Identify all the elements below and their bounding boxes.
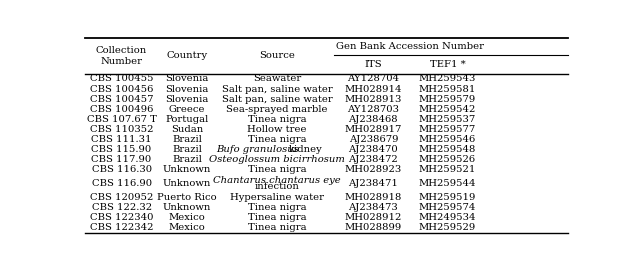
Text: Tinea nigra: Tinea nigra	[248, 223, 306, 232]
Text: CBS 111.31: CBS 111.31	[91, 135, 152, 144]
Text: CBS 115.90: CBS 115.90	[92, 145, 152, 154]
Text: Tinea nigra: Tinea nigra	[248, 165, 306, 174]
Text: kidney: kidney	[289, 145, 322, 154]
Text: AY128703: AY128703	[347, 105, 399, 114]
Text: MH259519: MH259519	[419, 193, 476, 202]
Text: Tinea nigra: Tinea nigra	[248, 203, 306, 212]
Text: Hypersaline water: Hypersaline water	[230, 193, 324, 202]
Text: AJ238471: AJ238471	[348, 179, 398, 188]
Text: MH028918: MH028918	[345, 193, 402, 202]
Text: Unknown: Unknown	[163, 203, 211, 212]
Text: MH259529: MH259529	[419, 223, 476, 232]
Text: MH259526: MH259526	[419, 155, 476, 164]
Text: CBS 122340: CBS 122340	[90, 213, 154, 222]
Text: Salt pan, saline water: Salt pan, saline water	[222, 85, 333, 94]
Text: Unknown: Unknown	[163, 165, 211, 174]
Text: ITS: ITS	[364, 60, 382, 69]
Text: AJ238470: AJ238470	[348, 145, 398, 154]
Text: Source: Source	[259, 52, 295, 60]
Text: MH259548: MH259548	[419, 145, 476, 154]
Text: MH259543: MH259543	[419, 74, 476, 84]
Text: CBS 100455: CBS 100455	[90, 74, 154, 84]
Text: Seawater: Seawater	[253, 74, 301, 84]
Text: CBS 122342: CBS 122342	[90, 223, 154, 232]
Text: CBS 122.32: CBS 122.32	[92, 203, 152, 212]
Text: CBS 110352: CBS 110352	[90, 125, 154, 134]
Text: infection: infection	[255, 182, 299, 191]
Text: Slovenia: Slovenia	[166, 74, 209, 84]
Text: Tinea nigra: Tinea nigra	[248, 115, 306, 124]
Text: MH259579: MH259579	[419, 95, 476, 104]
Text: Country: Country	[167, 52, 208, 60]
Text: Portugal: Portugal	[166, 115, 209, 124]
Text: MH259546: MH259546	[419, 135, 476, 144]
Text: Brazil: Brazil	[173, 145, 202, 154]
Text: CBS 116.90: CBS 116.90	[92, 179, 152, 188]
Text: CBS 100496: CBS 100496	[90, 105, 154, 114]
Text: AJ238473: AJ238473	[348, 203, 398, 212]
Text: AJ238472: AJ238472	[348, 155, 398, 164]
Text: MH028899: MH028899	[345, 223, 402, 232]
Text: MH259577: MH259577	[419, 125, 476, 134]
Text: CBS 117.90: CBS 117.90	[92, 155, 152, 164]
Text: MH028917: MH028917	[345, 125, 402, 134]
Text: MH028913: MH028913	[345, 95, 402, 104]
Text: Chantarus chantarus eye: Chantarus chantarus eye	[213, 176, 341, 185]
Text: CBS 107.67 T: CBS 107.67 T	[87, 115, 157, 124]
Text: CBS 100457: CBS 100457	[90, 95, 154, 104]
Text: Tinea nigra: Tinea nigra	[248, 135, 306, 144]
Text: Mexico: Mexico	[169, 213, 206, 222]
Text: AJ238679: AJ238679	[348, 135, 398, 144]
Text: Bufo granulosus: Bufo granulosus	[216, 145, 299, 154]
Text: Tinea nigra: Tinea nigra	[248, 213, 306, 222]
Text: Unknown: Unknown	[163, 179, 211, 188]
Text: Hollow tree: Hollow tree	[247, 125, 307, 134]
Text: MH259521: MH259521	[419, 165, 476, 174]
Text: Slovenia: Slovenia	[166, 85, 209, 94]
Text: MH259537: MH259537	[419, 115, 476, 124]
Text: Puerto Rico: Puerto Rico	[157, 193, 217, 202]
Text: Greece: Greece	[169, 105, 206, 114]
Text: Collection
Number: Collection Number	[96, 46, 147, 66]
Text: Sudan: Sudan	[171, 125, 203, 134]
Text: MH028912: MH028912	[345, 213, 402, 222]
Text: Slovenia: Slovenia	[166, 95, 209, 104]
Text: MH249534: MH249534	[419, 213, 476, 222]
Text: CBS 120952: CBS 120952	[90, 193, 154, 202]
Text: TEF1 *: TEF1 *	[429, 60, 465, 69]
Text: Brazil: Brazil	[173, 155, 202, 164]
Text: MH259542: MH259542	[419, 105, 476, 114]
Text: AJ238468: AJ238468	[348, 115, 398, 124]
Text: Mexico: Mexico	[169, 223, 206, 232]
Text: Osteoglossum bicirrhosum: Osteoglossum bicirrhosum	[209, 155, 345, 164]
Text: MH259581: MH259581	[419, 85, 476, 94]
Text: Sea-sprayed marble: Sea-sprayed marble	[226, 105, 328, 114]
Text: MH259574: MH259574	[419, 203, 476, 212]
Text: CBS 116.30: CBS 116.30	[92, 165, 152, 174]
Text: Brazil: Brazil	[173, 135, 202, 144]
Text: CBS 100456: CBS 100456	[90, 85, 154, 94]
Text: Gen Bank Accession Number: Gen Bank Accession Number	[336, 42, 484, 51]
Text: MH028914: MH028914	[345, 85, 402, 94]
Text: MH028923: MH028923	[345, 165, 402, 174]
Text: MH259544: MH259544	[419, 179, 476, 188]
Text: Salt pan, saline water: Salt pan, saline water	[222, 95, 333, 104]
Text: AY128704: AY128704	[347, 74, 399, 84]
